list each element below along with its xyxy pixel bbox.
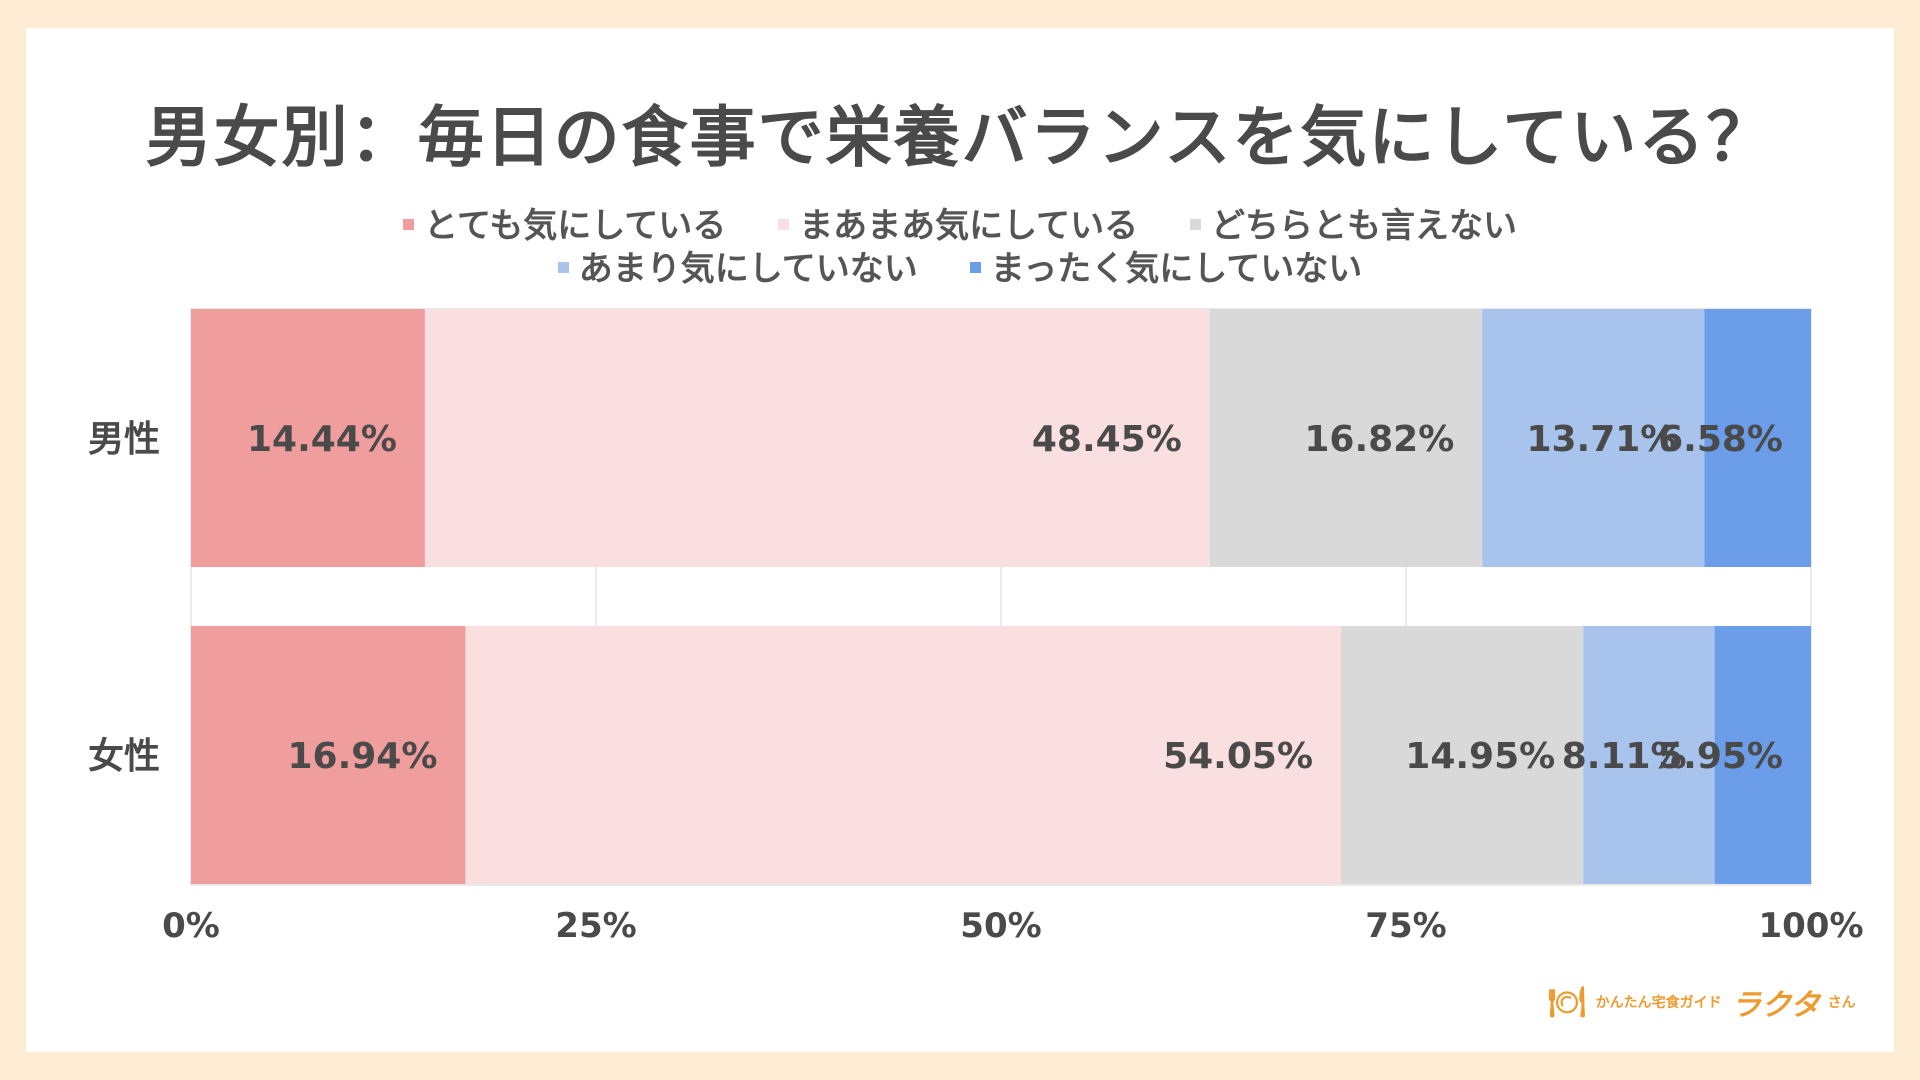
legend-label: とても気にしている — [424, 206, 727, 246]
legend-label: どちらとも言えない — [1210, 206, 1517, 246]
legend-item: まったく気にしていない — [969, 241, 1363, 290]
bar-segment — [1482, 309, 1705, 567]
bar-segment — [424, 309, 1210, 567]
x-tick-label: 100% — [1758, 906, 1863, 946]
logo-text: かんたん宅食ガイド — [1595, 995, 1722, 1011]
legend-swatch — [778, 219, 790, 230]
data-label: 54.05% — [1163, 736, 1313, 777]
data-label: 5.95% — [1658, 736, 1783, 777]
legend-item: まあまあ気にしている — [778, 198, 1138, 247]
legend-swatch — [969, 262, 981, 273]
x-tick-label: 25% — [555, 906, 636, 946]
data-label: 16.82% — [1304, 419, 1454, 460]
data-label: 13.71% — [1526, 419, 1676, 460]
data-label: 8.11% — [1562, 736, 1687, 777]
legend-swatch — [403, 219, 415, 230]
site-logo: 🍽 かんたん宅食ガイド ラクタ さん — [1548, 980, 1856, 1024]
legend-label: まったく気にしていない — [990, 249, 1363, 289]
bar-segment — [1704, 309, 1811, 567]
bar-segment — [465, 626, 1342, 884]
bar-segment — [1209, 309, 1483, 567]
x-tick-label: 50% — [960, 906, 1041, 946]
legend-row-2: あまり気にしていない まったく気にしていない — [0, 241, 1920, 290]
logo-suffix: さん — [1827, 995, 1856, 1011]
legend-swatch — [1189, 219, 1201, 230]
bar-segment — [1583, 626, 1715, 884]
legend-item: どちらとも言えない — [1189, 198, 1517, 247]
logo-brand: ラクタ — [1731, 988, 1821, 1023]
legend-item: あまり気にしていない — [557, 241, 918, 290]
legend-item: とても気にしている — [403, 198, 726, 247]
data-label: 16.94% — [287, 736, 437, 777]
bar-segment — [1341, 626, 1584, 884]
legend-row-1: とても気にしている まあまあ気にしている どちらとも言えない — [0, 198, 1920, 247]
plate-cutlery-icon: 🍽 — [1548, 984, 1587, 1020]
legend-swatch — [557, 262, 569, 273]
x-tick-label: 75% — [1365, 906, 1446, 946]
data-label: 48.45% — [1032, 419, 1182, 460]
category-label: 男性 — [88, 419, 160, 460]
legend-label: あまり気にしていない — [578, 249, 918, 289]
bar-segment — [191, 309, 425, 567]
bar-segment — [1714, 626, 1811, 884]
chart-title: 男女別：毎日の食事で栄養バランスを気にしている？ — [145, 99, 1775, 176]
category-label: 女性 — [88, 736, 160, 777]
data-label: 14.95% — [1405, 736, 1555, 777]
bar-segment — [191, 626, 466, 884]
data-label: 14.44% — [247, 419, 397, 460]
legend-label: まあまあ気にしている — [799, 206, 1139, 246]
data-label: 6.58% — [1658, 419, 1783, 460]
x-tick-label: 0% — [162, 906, 220, 946]
